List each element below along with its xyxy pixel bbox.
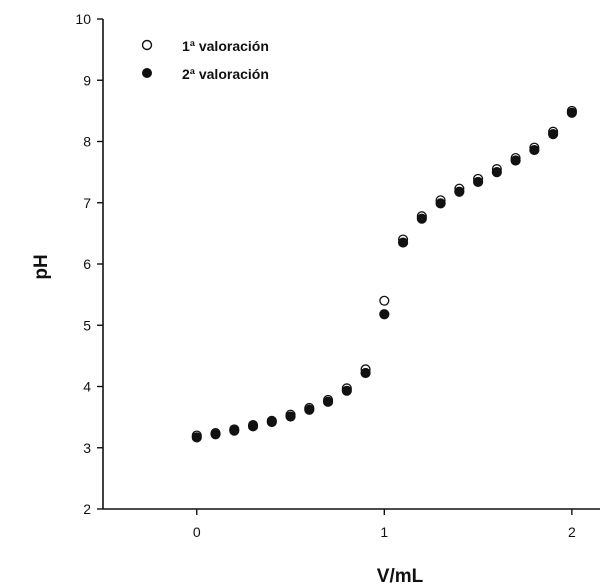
y-tick-label: 3 [83, 440, 91, 456]
series-2-point [266, 416, 277, 428]
series-2-point [360, 367, 371, 379]
y-tick-label: 10 [75, 11, 91, 27]
legend-marker-1 [141, 39, 153, 51]
series-2-point [379, 309, 390, 320]
y-tick-label: 2 [83, 501, 91, 517]
series-2-point [304, 404, 315, 415]
axes [102, 19, 600, 510]
data-points [191, 105, 577, 443]
series-2-point [491, 167, 502, 178]
y-tick-label: 5 [83, 317, 91, 333]
y-tick-label: 4 [83, 379, 91, 395]
legend-marker-2 [142, 68, 152, 78]
series-2-point [322, 396, 334, 407]
y-tick-label: 7 [83, 195, 91, 211]
series-2-point [416, 213, 427, 224]
series-2-point [510, 155, 521, 166]
series-1-point [379, 295, 390, 306]
series-2-point [341, 385, 352, 396]
y-tick-label: 9 [83, 72, 91, 88]
x-tick-label: 0 [193, 524, 201, 540]
legend: 1ª valoración 2ª valoración [141, 38, 269, 82]
legend-label-2: 2ª valoración [182, 66, 269, 82]
series-2-point [229, 425, 240, 436]
y-axis-ticks: 2 3 4 5 6 7 8 9 10 [75, 11, 103, 517]
series-2-point [285, 411, 296, 422]
series-2-point [548, 129, 559, 140]
series-2-point [529, 144, 540, 156]
series-2-point [435, 198, 446, 209]
series-2-point [247, 421, 259, 432]
x-axis-ticks: 0 1 2 [193, 509, 576, 540]
y-axis-label: pH [31, 254, 52, 279]
series-2-point [566, 107, 577, 118]
series-2-point [454, 186, 465, 197]
x-tick-label: 2 [568, 524, 576, 540]
x-axis-label: V/mL [377, 566, 424, 586]
x-tick-label: 1 [380, 524, 388, 540]
y-tick-label: 8 [83, 134, 91, 150]
y-tick-label: 6 [83, 256, 91, 272]
series-2-point [397, 237, 409, 248]
series-2-point [472, 176, 484, 188]
series-2-point [191, 432, 202, 443]
series-2-point [210, 429, 221, 440]
legend-label-1: 1ª valoración [182, 38, 269, 54]
